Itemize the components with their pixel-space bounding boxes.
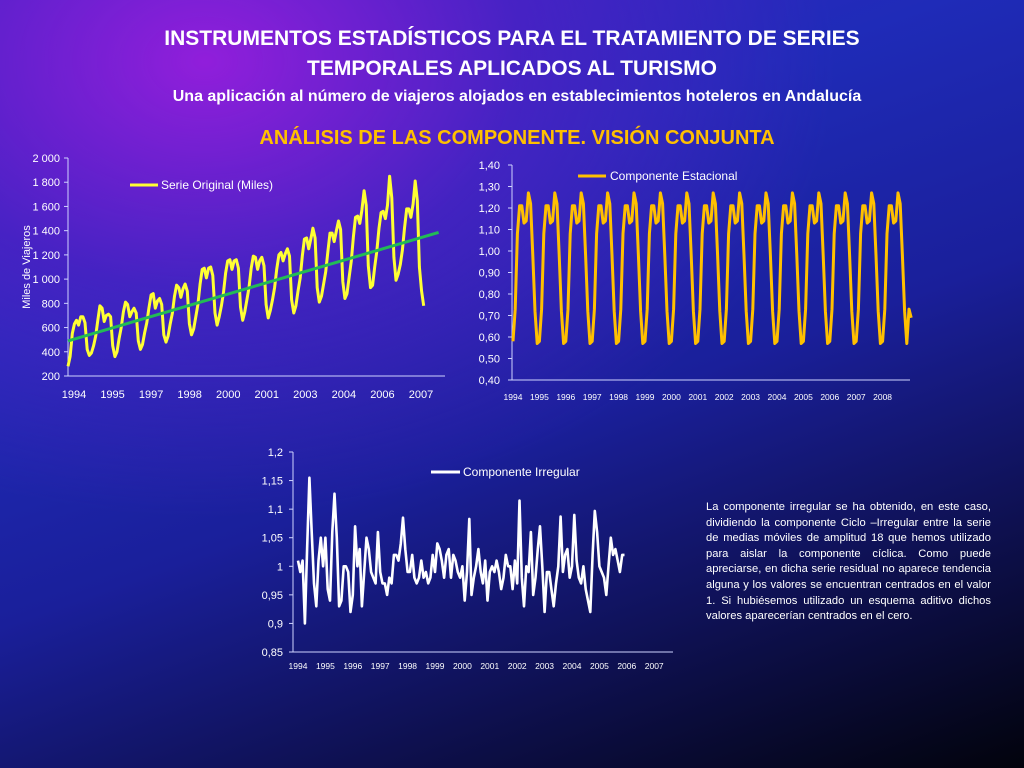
explanatory-note: La componente irregular se ha obtenido, … bbox=[706, 501, 991, 623]
x-tick-label: 1994 bbox=[62, 389, 86, 401]
y-tick-label: 1 800 bbox=[32, 177, 60, 189]
x-tick-label: 1994 bbox=[504, 392, 523, 402]
x-tick-label: 2002 bbox=[508, 661, 527, 671]
y-tick-label: 0,85 bbox=[262, 647, 283, 659]
x-tick-label: 2006 bbox=[370, 389, 394, 401]
legend-label: Componente Estacional bbox=[610, 169, 737, 183]
y-tick-label: 1,10 bbox=[479, 225, 500, 237]
x-tick-label: 1996 bbox=[556, 392, 575, 402]
y-tick-label: 0,60 bbox=[479, 332, 500, 344]
series-serie-original bbox=[66, 174, 426, 367]
x-tick-label: 1996 bbox=[343, 661, 362, 671]
y-tick-label: 1,20 bbox=[479, 203, 500, 215]
y-tick-label: 0,80 bbox=[479, 289, 500, 301]
series-componente-estacional bbox=[511, 191, 913, 345]
x-tick-label: 1997 bbox=[139, 389, 163, 401]
x-tick-label: 2001 bbox=[480, 661, 499, 671]
title-line-1: INSTRUMENTOS ESTADÍSTICOS PARA EL TRATAM… bbox=[164, 27, 860, 50]
x-tick-label: 2004 bbox=[563, 661, 582, 671]
chart-serie-original: 200 400 600 800 1 000 1 200 1 400 1 600 1 800 2 0… bbox=[21, 153, 445, 401]
x-tick-label: 1998 bbox=[177, 389, 201, 401]
x-tick-label: 2005 bbox=[590, 661, 609, 671]
y-tick-label: 0,9 bbox=[268, 618, 283, 630]
y-tick-label: 400 bbox=[42, 347, 60, 359]
x-tick-label: 1997 bbox=[583, 392, 602, 402]
x-tick-label: 1999 bbox=[426, 661, 445, 671]
y-tick-label: 1,15 bbox=[262, 476, 283, 488]
chart-componente-estacional: 0,40 0,50 0,60 0,70 0,80 0,90 1,00 1,10 1,20 1,30… bbox=[479, 160, 913, 402]
x-tick-label: 2000 bbox=[216, 389, 240, 401]
y-tick-label: 0,40 bbox=[479, 375, 500, 387]
y-tick-label: 1 000 bbox=[32, 274, 60, 286]
x-tick-label: 2001 bbox=[688, 392, 707, 402]
x-tick-label: 2006 bbox=[617, 661, 636, 671]
x-tick-label: 2008 bbox=[873, 392, 892, 402]
legend-label: Serie Original (Miles) bbox=[161, 178, 273, 192]
x-tick-label: 2004 bbox=[768, 392, 787, 402]
x-tick-label: 1998 bbox=[398, 661, 417, 671]
y-tick-label: 200 bbox=[42, 371, 60, 383]
x-tick-label: 2002 bbox=[715, 392, 734, 402]
chart-componente-irregular: 0,85 0,9 0,95 1 1,05 1,1 1,15 1,2 1994 1995 1996 19… bbox=[262, 447, 673, 671]
y-tick-label: 1,2 bbox=[268, 447, 283, 459]
x-tick-label: 1994 bbox=[289, 661, 308, 671]
y-tick-label: 0,50 bbox=[479, 354, 500, 366]
y-tick-label: 1 400 bbox=[32, 226, 60, 238]
y-tick-label: 2 000 bbox=[32, 153, 60, 165]
y-tick-label: 1,1 bbox=[268, 504, 283, 516]
x-tick-label: 1999 bbox=[636, 392, 655, 402]
legend-label: Componente Irregular bbox=[463, 465, 580, 479]
x-tick-label: 2000 bbox=[453, 661, 472, 671]
page-title: INSTRUMENTOS ESTADÍSTICOS PARA EL TRATAM… bbox=[0, 24, 1024, 84]
x-tick-label: 2003 bbox=[741, 392, 760, 402]
x-tick-label: 1998 bbox=[609, 392, 628, 402]
y-tick-label: 0,90 bbox=[479, 268, 500, 280]
x-tick-label: 2007 bbox=[409, 389, 433, 401]
section-title: ANÁLISIS DE LAS COMPONENTE. VISIÓN CONJU… bbox=[259, 127, 775, 149]
y-tick-label: 600 bbox=[42, 323, 60, 335]
x-tick-label: 2006 bbox=[820, 392, 839, 402]
series-trend bbox=[67, 231, 440, 343]
y-tick-label: 0,95 bbox=[262, 590, 283, 602]
x-tick-label: 2004 bbox=[332, 389, 356, 401]
x-tick-label: 2003 bbox=[535, 661, 554, 671]
x-tick-label: 1995 bbox=[100, 389, 124, 401]
x-tick-label: 2007 bbox=[645, 661, 664, 671]
x-tick-label: 2007 bbox=[847, 392, 866, 402]
series-componente-irregular bbox=[296, 476, 625, 625]
y-tick-label: 1,00 bbox=[479, 246, 500, 258]
title-line-2: TEMPORALES APLICADOS AL TURISMO bbox=[307, 57, 717, 80]
x-tick-label: 2003 bbox=[293, 389, 317, 401]
y-tick-label: 1,40 bbox=[479, 160, 500, 172]
x-tick-label: 1995 bbox=[316, 661, 335, 671]
y-tick-label: 1 bbox=[277, 561, 283, 573]
y-tick-label: 800 bbox=[42, 298, 60, 310]
x-tick-label: 2000 bbox=[662, 392, 681, 402]
y-tick-label: 0,70 bbox=[479, 311, 500, 323]
y-tick-label: 1 600 bbox=[32, 201, 60, 213]
y-tick-label: 1 200 bbox=[32, 250, 60, 262]
x-tick-label: 2001 bbox=[255, 389, 279, 401]
y-tick-label: 1,30 bbox=[479, 182, 500, 194]
subtitle: Una aplicación al número de viajeros alo… bbox=[172, 88, 862, 105]
x-tick-label: 1995 bbox=[530, 392, 549, 402]
x-tick-label: 1997 bbox=[371, 661, 390, 671]
y-tick-label: 1,05 bbox=[262, 533, 283, 545]
y-axis-label: Miles de Viajeros bbox=[21, 225, 33, 309]
x-tick-label: 2005 bbox=[794, 392, 813, 402]
